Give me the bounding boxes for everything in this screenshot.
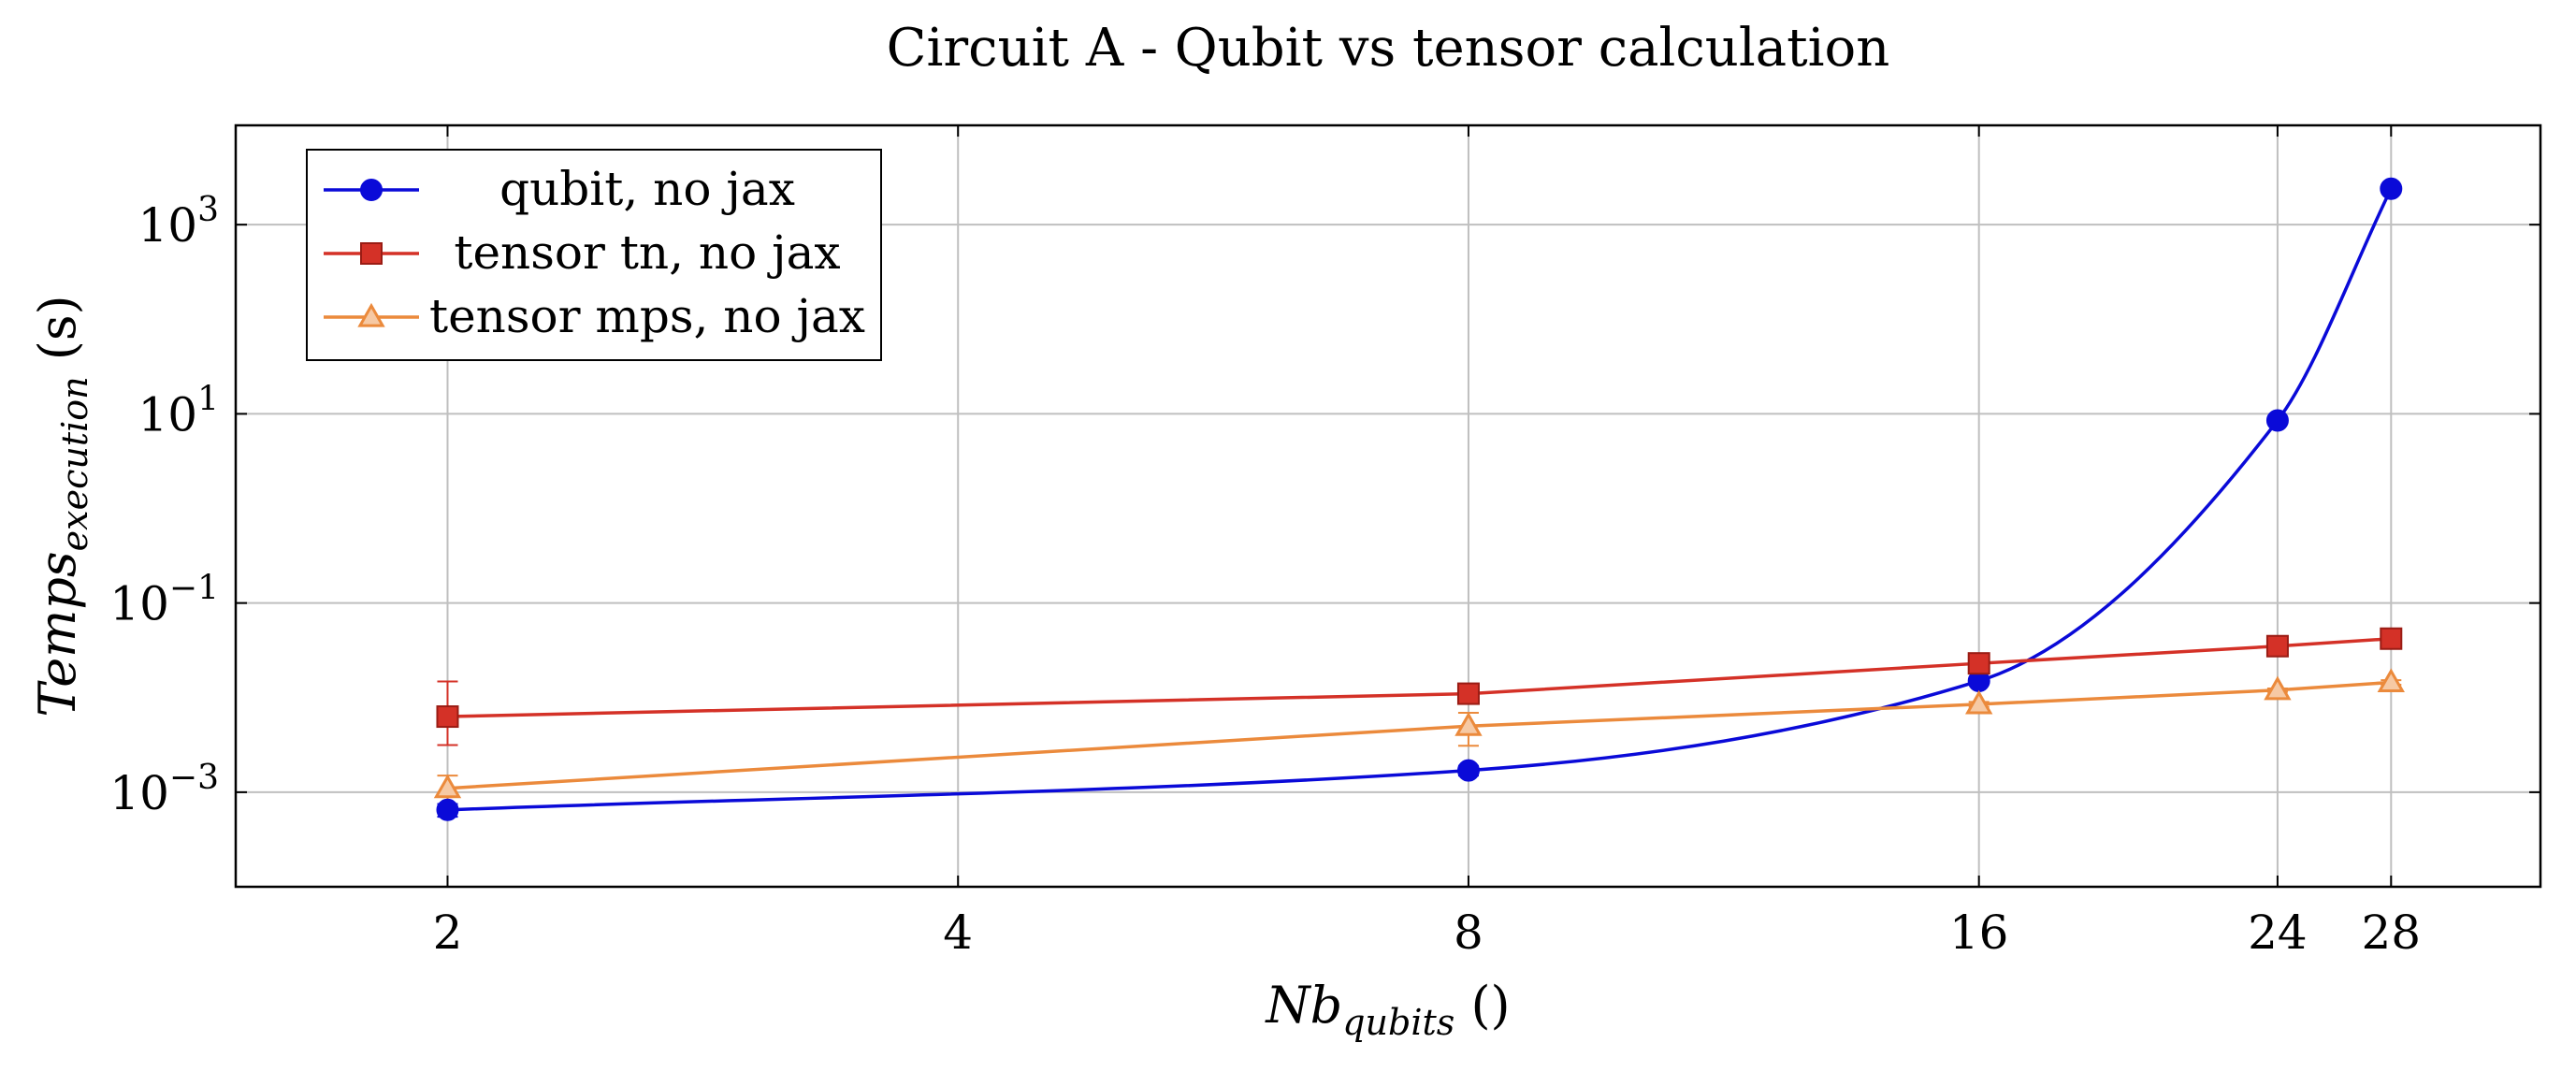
y-tick-label: 103 xyxy=(137,191,219,253)
legend-label: tensor mps, no jax xyxy=(429,289,865,343)
data-point xyxy=(1456,759,1480,782)
x-axis: 2 4 8 16 24 28 xyxy=(433,125,2421,960)
legend: qubit, no jax tensor tn, no jax tensor mps… xyxy=(306,149,882,361)
data-point xyxy=(2265,409,2289,432)
data-point xyxy=(2264,675,2292,701)
x-tick-label: 24 xyxy=(2248,905,2308,960)
legend-label: qubit, no jax xyxy=(499,162,795,216)
y-tick-label: 10−3 xyxy=(109,759,219,820)
x-tick-label: 16 xyxy=(1949,905,2009,960)
data-point xyxy=(436,798,459,821)
x-tick-label: 4 xyxy=(943,905,973,960)
y-tick-label: 10−1 xyxy=(109,570,219,631)
data-point xyxy=(1456,682,1480,705)
grid xyxy=(236,125,2540,887)
y-tick-label: 101 xyxy=(137,380,219,442)
x-axis-label: Nbqubits () xyxy=(1264,976,1510,1043)
x-tick-label: 2 xyxy=(433,905,463,960)
plot-frame xyxy=(234,123,2542,889)
y-axis: 10−3 10−1 101 103 xyxy=(109,191,2540,820)
data-point xyxy=(2380,627,2403,650)
series-markers xyxy=(433,177,2405,821)
data-point xyxy=(436,705,459,729)
data-point xyxy=(2380,177,2403,200)
data-point xyxy=(1965,689,1993,715)
x-tick-label: 8 xyxy=(1454,905,1483,960)
y-axis-label: Tempsexecution (s) xyxy=(28,295,95,717)
data-point xyxy=(433,774,462,799)
x-tick-label: 28 xyxy=(2361,905,2421,960)
data-point xyxy=(1454,712,1483,736)
legend-marker xyxy=(360,179,383,201)
legend-marker xyxy=(357,302,385,327)
legend-marker xyxy=(360,242,383,265)
legend-label: tensor tn, no jax xyxy=(454,225,840,280)
data-point xyxy=(2265,634,2289,658)
chart-title: Circuit A - Qubit vs tensor calculation xyxy=(887,18,1890,79)
data-point xyxy=(2377,668,2405,693)
data-point xyxy=(1967,652,1990,675)
